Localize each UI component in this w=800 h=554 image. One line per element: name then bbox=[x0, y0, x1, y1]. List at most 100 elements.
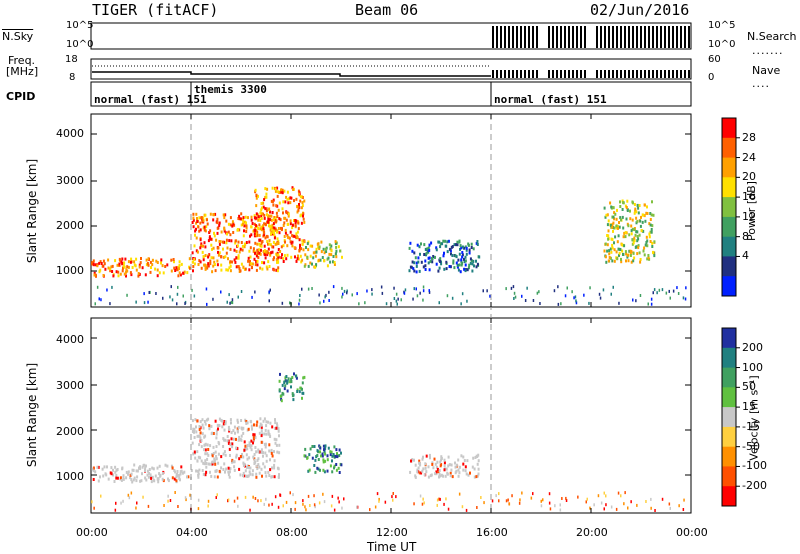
heatmap-cell bbox=[457, 474, 460, 478]
heatmap-cell bbox=[268, 239, 271, 243]
heatmap-cell bbox=[220, 255, 223, 259]
heatmap-cell bbox=[265, 497, 267, 501]
heatmap-cell bbox=[435, 465, 438, 469]
heatmap-cell bbox=[224, 255, 227, 259]
heatmap-cell bbox=[261, 474, 263, 478]
heatmap-cell bbox=[263, 233, 266, 237]
heatmap-cell bbox=[303, 375, 306, 379]
heatmap-cell bbox=[413, 502, 415, 506]
heatmap-cell bbox=[193, 244, 196, 248]
heatmap-cell bbox=[311, 287, 313, 290]
heatmap-cell bbox=[606, 234, 609, 237]
heatmap-cell bbox=[285, 257, 288, 261]
heatmap-cell bbox=[461, 505, 464, 509]
heatmap-cell bbox=[99, 260, 102, 264]
heatmap-cell bbox=[447, 464, 450, 468]
heatmap-cell bbox=[465, 248, 468, 252]
nsearch-tick: 10^0 bbox=[708, 39, 736, 50]
heatmap-cell bbox=[625, 259, 627, 263]
heatmap-cell bbox=[167, 494, 169, 498]
heatmap-cell bbox=[632, 259, 635, 263]
heatmap-cell bbox=[632, 251, 635, 255]
heatmap-cell bbox=[263, 502, 265, 506]
heatmap-cell bbox=[141, 266, 144, 270]
heatmap-cell bbox=[540, 504, 543, 508]
heatmap-cell bbox=[127, 472, 129, 476]
colorbar-tick-label: -50 bbox=[742, 439, 760, 453]
heatmap-cell bbox=[260, 448, 263, 452]
heatmap-cell bbox=[139, 479, 142, 483]
heatmap-cell bbox=[282, 504, 284, 508]
heatmap-cell bbox=[267, 247, 270, 251]
heatmap-cell bbox=[408, 269, 411, 273]
heatmap-cell bbox=[301, 381, 304, 385]
heatmap-cell bbox=[268, 242, 271, 246]
heatmap-cell bbox=[637, 206, 640, 210]
heatmap-cell bbox=[207, 462, 210, 466]
heatmap-cell bbox=[215, 238, 218, 242]
heatmap-cell bbox=[286, 244, 289, 248]
heatmap-cell bbox=[252, 439, 255, 443]
heatmap-cell bbox=[427, 256, 430, 260]
heatmap-cell bbox=[260, 434, 263, 438]
heatmap-cell bbox=[257, 457, 260, 461]
heatmap-cell bbox=[378, 499, 380, 503]
heatmap-cell bbox=[161, 477, 164, 481]
heatmap-cell bbox=[271, 211, 274, 215]
heatmap-cell bbox=[254, 497, 257, 500]
heatmap-cell bbox=[122, 264, 125, 268]
heatmap-cell bbox=[286, 190, 289, 194]
heatmap-cell bbox=[423, 501, 425, 505]
heatmap-cell bbox=[200, 266, 203, 270]
heatmap-cell bbox=[240, 434, 243, 438]
heatmap-cell bbox=[539, 302, 541, 305]
heatmap-cell bbox=[264, 253, 267, 256]
colorbar-swatch bbox=[722, 387, 736, 408]
heatmap-cell bbox=[260, 244, 263, 248]
heatmap-cell bbox=[96, 285, 99, 289]
heatmap-cell bbox=[498, 499, 500, 503]
heatmap-cell bbox=[177, 505, 179, 508]
heatmap-cell bbox=[205, 225, 208, 229]
heatmap-cell bbox=[428, 290, 431, 294]
heatmap-cell bbox=[460, 454, 463, 458]
heatmap-cell bbox=[256, 467, 259, 471]
heatmap-cell bbox=[231, 298, 234, 302]
heatmap-cell bbox=[197, 225, 200, 229]
heatmap-cell bbox=[303, 199, 306, 203]
heatmap-cell bbox=[143, 301, 146, 305]
heatmap-cell bbox=[461, 292, 464, 296]
heatmap-cell bbox=[193, 450, 196, 454]
heatmap-cell bbox=[307, 494, 310, 498]
heatmap-cell bbox=[155, 259, 158, 263]
heatmap-cell bbox=[321, 452, 324, 456]
heatmap-cell bbox=[474, 456, 477, 459]
heatmap-cell bbox=[472, 247, 475, 251]
heatmap-cell bbox=[227, 439, 230, 443]
heatmap-cell bbox=[650, 506, 652, 510]
heatmap-cell bbox=[267, 470, 270, 474]
heatmap-cell bbox=[303, 454, 306, 458]
heatmap-cell bbox=[411, 260, 414, 264]
heatmap-cell bbox=[200, 459, 203, 463]
heatmap-cell bbox=[304, 263, 307, 267]
heatmap-cell bbox=[260, 467, 263, 471]
heatmap-cell bbox=[252, 435, 255, 439]
heatmap-cell bbox=[204, 267, 207, 271]
heatmap-cell bbox=[653, 288, 656, 292]
heatmap-cell bbox=[304, 505, 306, 509]
heatmap-cell bbox=[617, 247, 620, 251]
heatmap-cell bbox=[335, 249, 338, 253]
heatmap-cell bbox=[232, 460, 235, 464]
heatmap-cell bbox=[237, 256, 240, 260]
heatmap-cell bbox=[196, 450, 199, 454]
heatmap-cell bbox=[306, 256, 309, 260]
heatmap-cell bbox=[609, 201, 612, 205]
heatmap-cell bbox=[229, 454, 231, 457]
heatmap-cell bbox=[291, 226, 294, 230]
heatmap-cell bbox=[630, 500, 632, 504]
heatmap-cell bbox=[460, 302, 462, 306]
heatmap-cell bbox=[250, 225, 253, 229]
heatmap-cell bbox=[424, 268, 427, 271]
heatmap-cell bbox=[224, 422, 227, 426]
